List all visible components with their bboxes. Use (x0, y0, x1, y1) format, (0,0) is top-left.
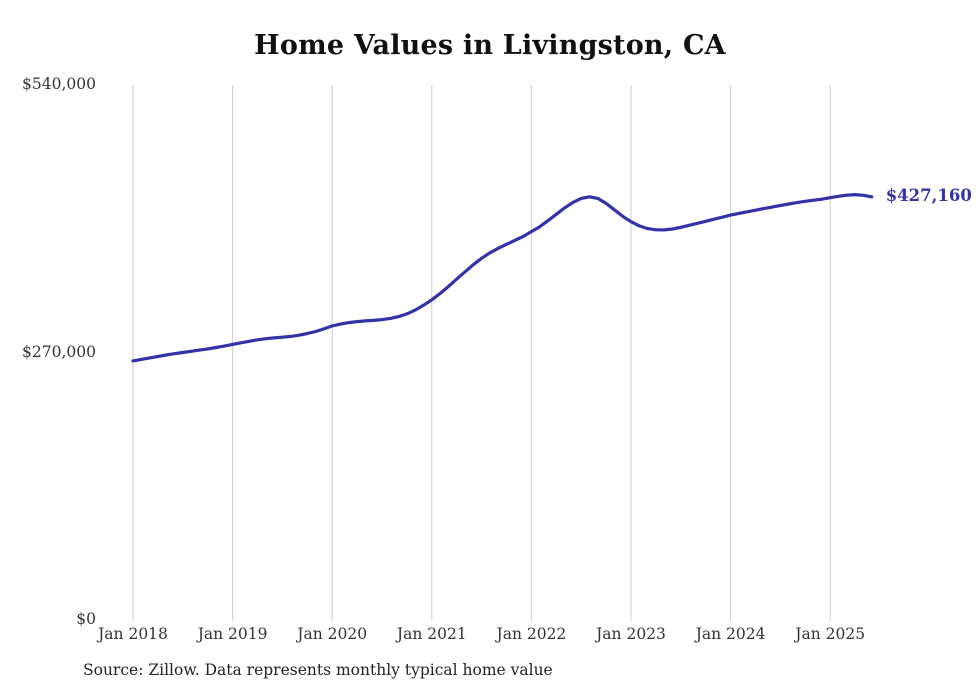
x-tick-label: Jan 2020 (297, 625, 368, 643)
source-note: Source: Zillow. Data represents monthly … (83, 661, 553, 679)
x-tick-label: Jan 2021 (396, 625, 467, 643)
x-tick-label: Jan 2023 (596, 625, 666, 643)
chart-title: Home Values in Livingston, CA (254, 30, 726, 61)
x-tick-label: Jan 2019 (197, 625, 268, 643)
x-tick-label: Jan 2024 (695, 625, 766, 643)
x-tick-label: Jan 2025 (795, 625, 866, 643)
x-tick-label: Jan 2022 (496, 625, 567, 643)
value-line (131, 193, 874, 363)
latest-value-label: $427,160 (885, 185, 972, 205)
x-tick-label: Jan 2018 (98, 625, 168, 643)
y-tick-label: $0 (76, 610, 96, 628)
y-tick-label: $270,000 (22, 342, 96, 361)
y-tick-label: $540,000 (22, 75, 96, 93)
